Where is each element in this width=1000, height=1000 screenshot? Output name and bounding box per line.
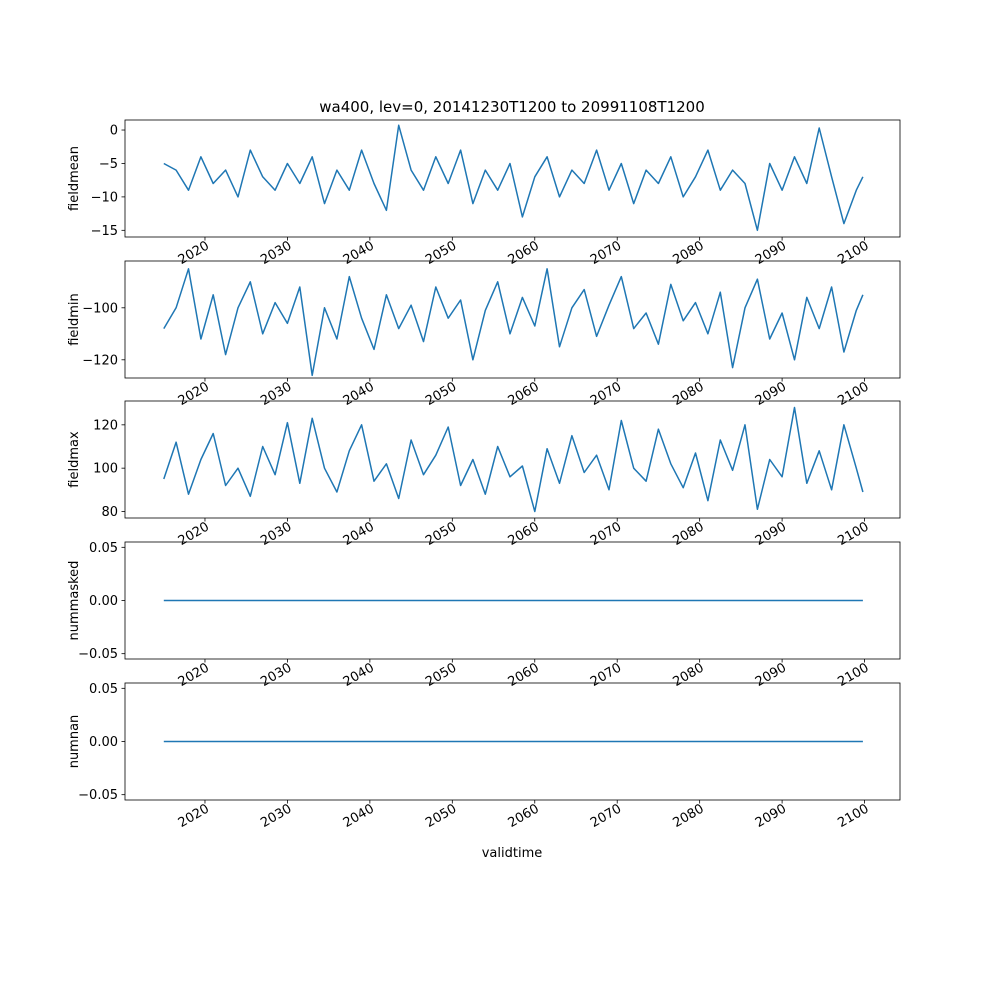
y-tick-label: 0 bbox=[110, 124, 118, 139]
y-tick-label: −0.05 bbox=[78, 788, 118, 803]
y-tick-label: −100 bbox=[82, 301, 118, 316]
y-tick-label: −10 bbox=[91, 190, 118, 205]
y-axis-label: fieldmin bbox=[67, 293, 82, 346]
y-tick-label: −120 bbox=[82, 353, 118, 368]
y-tick-label: 0.05 bbox=[89, 682, 118, 697]
axes-frame bbox=[124, 119, 901, 238]
y-axis-label: numnan bbox=[67, 715, 82, 769]
y-tick-label: 80 bbox=[101, 505, 118, 520]
series-line-fieldmin bbox=[163, 268, 864, 377]
y-tick-label: −0.05 bbox=[78, 647, 118, 662]
y-tick-label: 0.05 bbox=[89, 541, 118, 556]
axes-frame bbox=[124, 260, 901, 379]
x-axis-label: validtime bbox=[482, 846, 543, 861]
y-tick-label: 100 bbox=[93, 462, 118, 477]
y-tick-label: 120 bbox=[93, 418, 118, 433]
y-axis-label: fieldmean bbox=[67, 146, 82, 211]
y-tick-label: −15 bbox=[91, 224, 118, 239]
series-line-fieldmax bbox=[163, 406, 864, 513]
y-axis-label: nummasked bbox=[67, 561, 82, 641]
y-tick-label: 0.00 bbox=[89, 594, 118, 609]
series-line-fieldmean bbox=[163, 124, 864, 232]
y-axis-label: fieldmax bbox=[67, 431, 82, 488]
figure-title: wa400, lev=0, 20141230T1200 to 20991108T… bbox=[319, 98, 705, 116]
axes-frame bbox=[124, 400, 901, 519]
y-tick-label: −5 bbox=[99, 157, 118, 172]
y-tick-label: 0.00 bbox=[89, 735, 118, 750]
